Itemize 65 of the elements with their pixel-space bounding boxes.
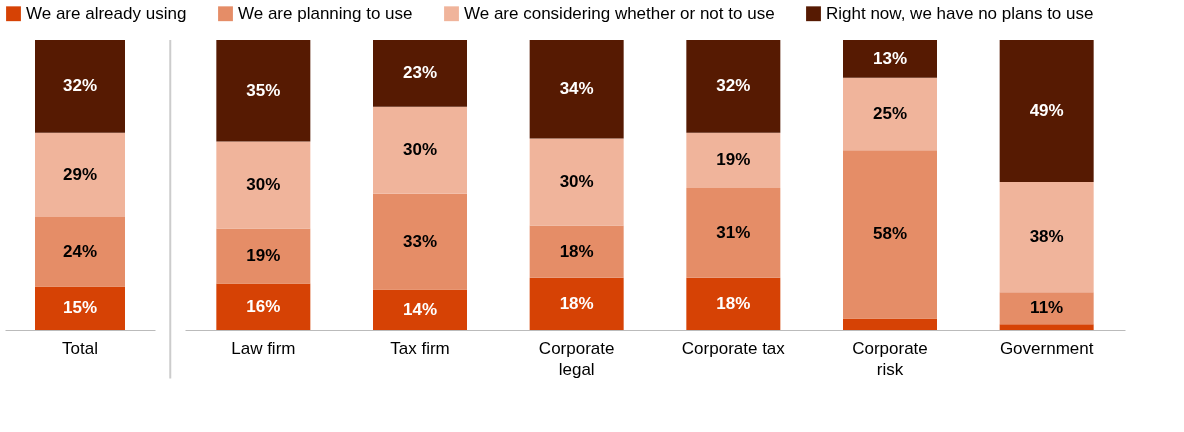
data-label: 18% — [716, 293, 751, 313]
data-label: 49% — [1029, 101, 1064, 121]
bar — [529, 138, 624, 226]
bar — [999, 182, 1094, 293]
data-label: 15% — [62, 298, 98, 318]
x-tick-label: Government — [999, 338, 1094, 358]
data-label: 24% — [62, 241, 98, 261]
data-label: 30% — [402, 140, 438, 160]
data-label: 33% — [402, 231, 438, 251]
bar — [686, 277, 781, 330]
bar — [843, 40, 937, 78]
bar — [529, 277, 624, 330]
x-tick-label: Law firm — [231, 338, 296, 358]
data-label: 30% — [246, 175, 281, 194]
bar — [35, 286, 125, 330]
bar — [999, 40, 1094, 183]
data-label: 29% — [62, 164, 98, 184]
bar — [373, 106, 467, 194]
bar — [216, 40, 311, 142]
bar — [216, 228, 311, 284]
data-label: 14% — [402, 299, 438, 319]
bar — [686, 132, 781, 188]
data-label: 58% — [872, 224, 908, 244]
bar — [686, 187, 781, 278]
bar — [686, 40, 781, 133]
bar — [35, 216, 125, 287]
legend-label: We are considering whether or not to use — [464, 3, 775, 23]
bar — [216, 141, 311, 229]
data-label: 13% — [872, 48, 908, 68]
data-label: 19% — [246, 246, 281, 266]
data-label: 38% — [1029, 227, 1064, 247]
bar — [373, 193, 467, 290]
bar — [373, 40, 467, 107]
x-tick-label: Total — [62, 338, 98, 358]
data-label: 31% — [716, 222, 751, 242]
data-label: 35% — [246, 80, 281, 100]
data-label: 11% — [1030, 298, 1064, 318]
x-tick-label: Corporate risk — [852, 338, 928, 379]
bar — [843, 77, 937, 151]
bar — [999, 324, 1094, 330]
x-tick-label: Tax firm — [390, 338, 450, 358]
bar — [529, 40, 624, 139]
legend-label: We are planning to use — [238, 3, 413, 23]
bar — [35, 40, 125, 133]
bar — [529, 225, 624, 278]
data-label: 25% — [872, 103, 908, 123]
x-tick-label: Corporate tax — [681, 338, 786, 358]
data-label: 23% — [402, 63, 438, 83]
legend-label: Right now, we have no plans to use — [826, 3, 1094, 23]
bar — [843, 150, 937, 319]
data-label: 34% — [559, 79, 594, 99]
data-label: 32% — [62, 76, 98, 96]
data-label: 32% — [716, 76, 751, 96]
bar — [216, 283, 311, 330]
bar — [843, 318, 937, 330]
legend-label: We are already using — [26, 3, 187, 23]
bar — [999, 292, 1094, 325]
data-label: 18% — [559, 293, 594, 313]
bar — [373, 289, 467, 330]
bar — [35, 132, 125, 217]
data-label: 18% — [559, 241, 594, 261]
x-tick-label: Corporate legal — [538, 338, 615, 379]
data-label: 16% — [246, 296, 281, 316]
data-label: 30% — [559, 172, 594, 192]
data-label: 19% — [716, 150, 751, 170]
